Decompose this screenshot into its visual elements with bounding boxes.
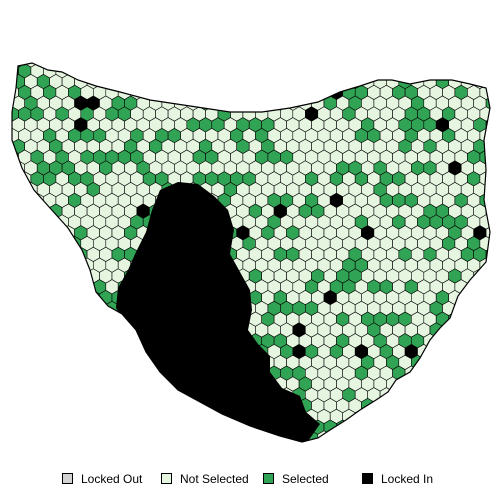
legend-item-locked-out: Locked Out — [62, 472, 142, 486]
legend-item-not-selected: Not Selected — [161, 472, 249, 486]
legend-label-selected: Selected — [282, 472, 329, 486]
legend-swatch-locked-out — [62, 473, 73, 484]
legend-swatch-selected — [263, 473, 274, 484]
legend-label-locked-out: Locked Out — [81, 472, 143, 486]
legend-swatch-not-selected — [161, 473, 172, 484]
legend-item-locked-in: Locked In — [362, 472, 433, 486]
legend-item-selected: Selected — [263, 472, 329, 486]
legend: Locked Out Not Selected Selected Locked … — [0, 470, 504, 490]
legend-swatch-locked-in — [362, 473, 373, 484]
legend-label-not-selected: Not Selected — [180, 472, 249, 486]
legend-label-locked-in: Locked In — [381, 472, 434, 486]
